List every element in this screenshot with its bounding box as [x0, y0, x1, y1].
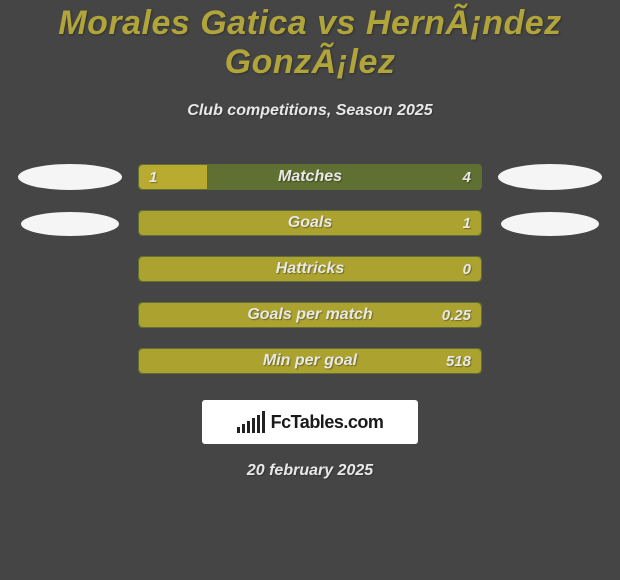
player-silhouette-icon — [18, 164, 122, 190]
stat-label: Matches — [139, 165, 481, 189]
logo-text: FcTables.com — [271, 412, 384, 433]
player-right-column — [490, 164, 610, 236]
stat-value-left: 1 — [149, 165, 157, 189]
stat-value-right: 1 — [463, 211, 471, 235]
logo-bars-icon — [237, 411, 265, 433]
stat-row: Matches1 4 — [138, 164, 482, 190]
player-silhouette-icon — [21, 212, 119, 236]
stat-row: Hattricks0 — [138, 256, 482, 282]
logo-bar-icon — [252, 418, 255, 433]
logo-bar-icon — [257, 415, 260, 433]
player-silhouette-icon — [501, 212, 599, 236]
stat-value-right: 0.25 — [442, 303, 471, 327]
page-title: Morales Gatica vs HernÃ¡ndez GonzÃ¡lez — [0, 4, 620, 82]
player-left-column — [10, 164, 130, 236]
stat-label: Goals — [139, 211, 481, 235]
page-subtitle: Club competitions, Season 2025 — [187, 102, 432, 120]
logo-bar-icon — [247, 421, 250, 433]
site-logo: FcTables.com — [202, 400, 418, 444]
stat-value-right: 0 — [463, 257, 471, 281]
logo-bar-icon — [262, 411, 265, 433]
logo-bar-icon — [237, 427, 240, 433]
stat-row: Goals per match0.25 — [138, 302, 482, 328]
stat-label: Goals per match — [139, 303, 481, 327]
stat-row: Min per goal518 — [138, 348, 482, 374]
stat-value-right: 4 — [463, 165, 471, 189]
footer-date: 20 february 2025 — [247, 462, 373, 480]
stat-value-right: 518 — [446, 349, 471, 373]
comparison-infographic: Morales Gatica vs HernÃ¡ndez GonzÃ¡lez C… — [0, 0, 620, 580]
stat-label: Min per goal — [139, 349, 481, 373]
stat-row: Goals1 — [138, 210, 482, 236]
logo-bar-icon — [242, 424, 245, 433]
stats-column: Matches14Goals1Hattricks0Goals per match… — [138, 164, 482, 374]
player-silhouette-icon — [498, 164, 602, 190]
stat-label: Hattricks — [139, 257, 481, 281]
chart-area: Matches14Goals1Hattricks0Goals per match… — [0, 164, 620, 374]
